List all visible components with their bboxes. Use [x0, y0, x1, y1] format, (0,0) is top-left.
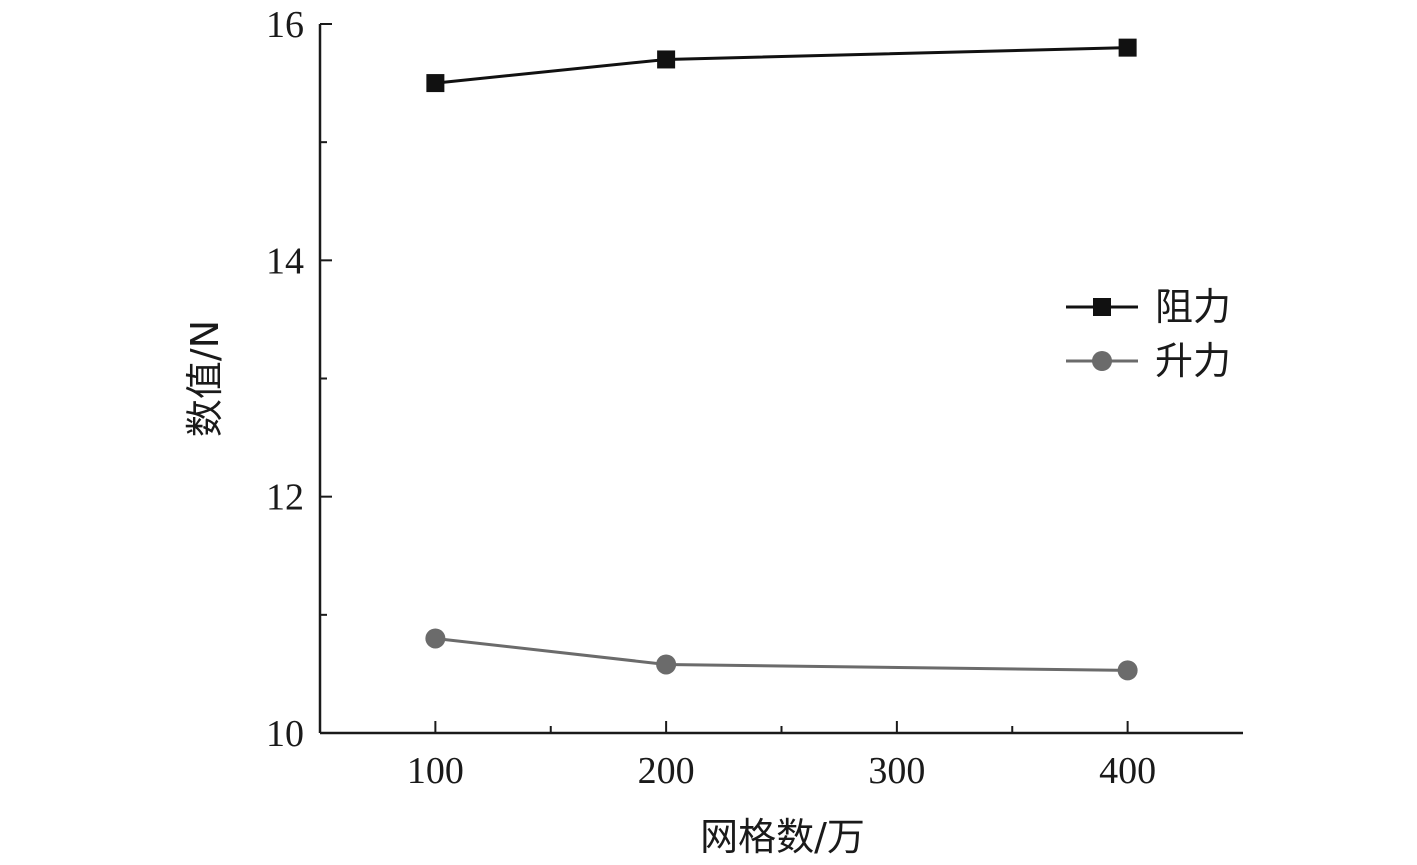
- data-point-circle: [1117, 660, 1138, 681]
- data-point-square: [1118, 38, 1137, 57]
- y-axis-ticks: 10 12 14 16: [266, 4, 332, 755]
- x-tick-label: 200: [638, 750, 695, 792]
- legend-marker-square: [1093, 298, 1111, 316]
- y-axis-title: 数值/N: [183, 320, 227, 437]
- y-tick-label: 16: [266, 4, 304, 46]
- series-line: [435, 636, 1128, 672]
- series-drag: [426, 38, 1137, 93]
- y-tick-label: 10: [266, 713, 304, 755]
- legend-label: 阻力: [1155, 285, 1231, 329]
- y-tick-label: 12: [266, 477, 304, 519]
- data-point-circle: [656, 654, 677, 675]
- legend-marker-circle: [1092, 351, 1112, 371]
- y-tick-label: 14: [266, 240, 304, 282]
- x-tick-label: 300: [868, 750, 925, 792]
- legend-item: 升力: [1066, 339, 1231, 383]
- legend-item: 阻力: [1066, 285, 1231, 329]
- series-layer: [425, 38, 1138, 681]
- data-point-square: [657, 50, 676, 69]
- x-axis-title: 网格数/万: [700, 815, 865, 859]
- series-lift: [425, 628, 1138, 681]
- x-tick-label: 100: [407, 750, 464, 792]
- series-line: [435, 46, 1128, 85]
- x-axis-ticks: 100 200 300 400: [407, 721, 1156, 792]
- data-point-square: [426, 74, 445, 93]
- data-point-circle: [425, 628, 446, 649]
- legend-label: 升力: [1155, 339, 1231, 383]
- x-tick-label: 400: [1099, 750, 1156, 792]
- axes: [318, 24, 1243, 735]
